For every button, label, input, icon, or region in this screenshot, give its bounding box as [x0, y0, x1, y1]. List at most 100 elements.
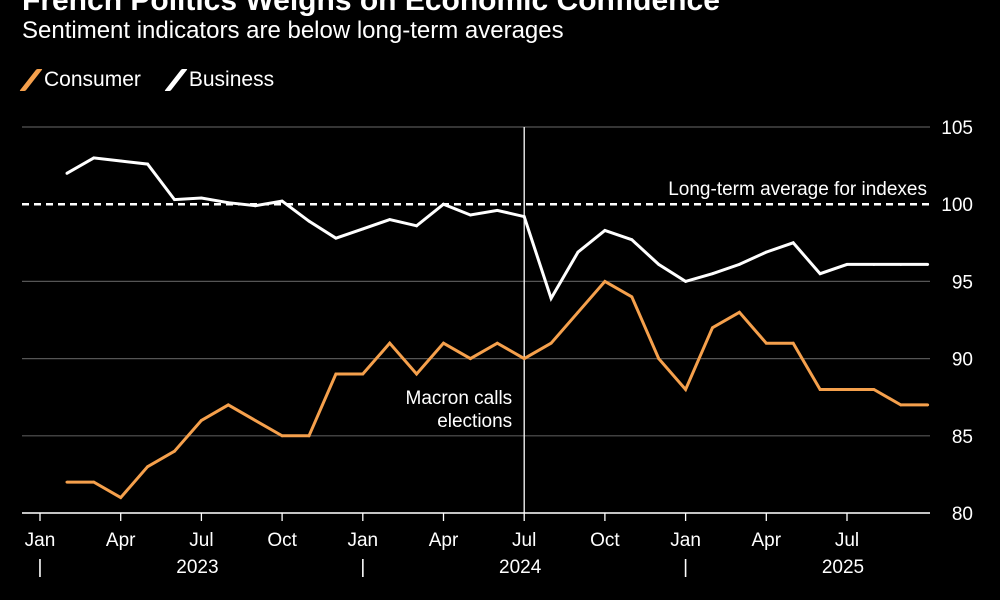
year-label-2025: 2025 [822, 557, 864, 578]
data-point-consumer-2025-04 [764, 341, 768, 345]
data-point-consumer-2023-04 [119, 496, 123, 499]
data-point-consumer-2023-05 [146, 465, 150, 469]
data-point-business-2024-12 [657, 263, 661, 266]
data-point-business-2024-08 [549, 296, 553, 300]
x-tick-label-2025-07: Jul [835, 530, 859, 551]
data-point-consumer-2025-03 [738, 310, 741, 314]
data-point-consumer-2025-07 [845, 388, 849, 391]
data-point-business-2023-12 [334, 236, 338, 240]
data-point-business-2024-09 [576, 250, 580, 254]
data-point-business-2023-08 [226, 201, 230, 205]
data-point-consumer-2023-07 [200, 418, 203, 422]
data-point-business-2024-03 [415, 224, 418, 228]
legend-item-business: Business [164, 68, 275, 92]
x-tick-label-2023-01: Jan [25, 530, 56, 551]
data-point-business-2024-11 [630, 238, 634, 242]
x-tick-label-2023-04: Apr [106, 530, 136, 551]
data-point-business-2025-04 [764, 250, 768, 254]
data-point-business-2024-07 [522, 215, 526, 218]
year-label-2024: 2024 [499, 557, 542, 578]
data-point-business-2025-02 [711, 272, 714, 276]
data-point-consumer-2024-02 [388, 341, 392, 345]
y-tick-label-95: 95 [952, 272, 973, 293]
year-separator-2024: | [360, 557, 365, 578]
x-tick-label-2024-10: Oct [590, 530, 620, 551]
data-point-business-2025-06 [818, 272, 822, 276]
data-point-consumer-2024-03 [415, 372, 418, 376]
year-separator-2023: | [38, 557, 43, 578]
data-point-business-2025-08 [872, 263, 876, 266]
data-point-consumer-2024-01 [361, 372, 365, 376]
chart-title: French Politics Weighs on Economic Confi… [22, 0, 720, 17]
x-tick-label-2024-01: Jan [347, 530, 378, 551]
data-point-consumer-2023-03 [92, 480, 96, 484]
y-tick-label-100: 100 [941, 195, 973, 216]
y-tick-label-85: 85 [952, 427, 973, 448]
data-point-consumer-2025-02 [711, 326, 714, 330]
data-point-consumer-2023-12 [334, 372, 338, 376]
year-label-2023: 2023 [176, 557, 218, 578]
data-point-business-2024-10 [603, 229, 607, 232]
data-point-business-2024-02 [388, 218, 392, 222]
data-point-business-2025-05 [791, 241, 795, 245]
data-point-consumer-2025-10 [926, 403, 930, 407]
data-point-consumer-2023-11 [307, 434, 311, 438]
data-point-consumer-2024-05 [469, 357, 472, 360]
data-point-business-2025-10 [926, 263, 930, 266]
data-point-business-2025-07 [845, 263, 849, 266]
data-point-consumer-2023-02 [65, 480, 69, 484]
data-point-business-2023-07 [200, 196, 203, 200]
data-point-business-2024-04 [442, 202, 445, 206]
data-point-business-2023-06 [173, 198, 176, 201]
x-tick-label-2025-01: Jan [670, 530, 701, 551]
x-tick-label-2025-04: Apr [752, 530, 782, 551]
x-tick-label-2023-07: Jul [189, 530, 213, 551]
data-point-business-2024-01 [361, 227, 365, 231]
data-point-business-2023-02 [65, 171, 69, 175]
year-separator-2025: | [683, 557, 688, 578]
data-point-consumer-2023-08 [226, 403, 230, 407]
data-point-consumer-2025-09 [899, 403, 903, 407]
legend-item-consumer: Consumer [19, 68, 141, 92]
reference-line-label: Long-term average for indexes [668, 179, 927, 200]
data-point-consumer-2024-07 [522, 357, 526, 360]
y-tick-label-80: 80 [952, 504, 973, 525]
data-point-consumer-2024-06 [495, 341, 499, 345]
data-point-consumer-2024-09 [576, 310, 580, 314]
data-point-consumer-2024-11 [630, 295, 634, 299]
data-point-business-2025-09 [899, 263, 903, 266]
legend-label-business: Business [188, 68, 275, 91]
data-point-consumer-2025-01 [684, 388, 687, 391]
event-label-line1: Macron calls [406, 388, 513, 409]
data-point-consumer-2024-04 [442, 341, 445, 345]
data-point-business-2023-11 [307, 219, 311, 223]
data-point-consumer-2025-05 [791, 341, 795, 345]
data-point-consumer-2023-10 [280, 434, 284, 438]
data-point-business-2023-04 [119, 159, 123, 163]
data-point-consumer-2023-09 [253, 418, 257, 422]
data-point-consumer-2024-08 [549, 341, 553, 345]
data-point-business-2025-03 [738, 263, 741, 266]
data-point-business-2023-09 [253, 204, 257, 208]
y-tick-label-90: 90 [952, 350, 973, 371]
data-point-business-2023-10 [280, 199, 284, 203]
data-point-business-2024-06 [495, 208, 499, 212]
data-point-business-2023-03 [92, 156, 96, 160]
x-tick-label-2024-07: Jul [512, 530, 536, 551]
data-point-business-2025-01 [684, 280, 687, 283]
y-tick-label-105: 105 [941, 118, 973, 139]
data-point-business-2023-05 [146, 162, 150, 166]
data-point-consumer-2024-12 [657, 357, 661, 360]
event-label-line2: elections [437, 411, 512, 432]
x-tick-label-2023-10: Oct [267, 530, 297, 551]
data-point-business-2024-05 [469, 213, 472, 217]
data-point-consumer-2025-06 [818, 388, 822, 391]
data-point-consumer-2025-08 [872, 388, 876, 391]
data-point-consumer-2024-10 [603, 280, 607, 283]
legend: Consumer Business [19, 68, 275, 92]
legend-label-consumer: Consumer [44, 68, 141, 91]
data-point-consumer-2023-06 [173, 449, 176, 453]
chart-subtitle: Sentiment indicators are below long-term… [22, 17, 564, 44]
x-tick-label-2024-04: Apr [429, 530, 459, 551]
